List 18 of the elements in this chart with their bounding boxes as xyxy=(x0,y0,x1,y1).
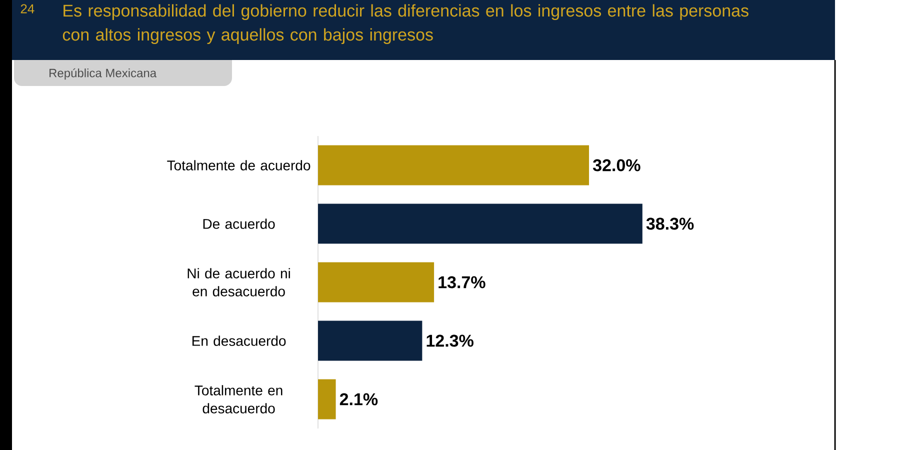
text: 24 xyxy=(20,4,34,14)
bar xyxy=(318,204,642,244)
data-label: 38.3% xyxy=(646,218,694,230)
text: República Mexicana xyxy=(50,68,157,80)
y-tick-label: Totalmente de acuerdo xyxy=(167,160,310,170)
y-tick-label: Ni de acuerdo ni en desacuerdo xyxy=(188,268,290,296)
data-label: 2.1% xyxy=(340,393,378,406)
chart-title: Es responsabilidad del gobierno reducir las diferencias en los ingresos entre las personas con altos ingresos y aquellos con bajos ingresos xyxy=(62,4,748,44)
data-label: 12.3% xyxy=(426,334,474,347)
bar xyxy=(318,379,336,420)
bar xyxy=(318,320,422,361)
y-tick-label: Totalmente en desacuerdo xyxy=(194,385,282,414)
data-label: 32.0% xyxy=(592,159,640,172)
data-label: 13.7% xyxy=(438,276,486,288)
bar xyxy=(318,262,434,302)
y-tick-label: En desacuerdo xyxy=(192,336,286,346)
y-tick-label: De acuerdo xyxy=(203,218,275,229)
bar xyxy=(318,145,590,186)
